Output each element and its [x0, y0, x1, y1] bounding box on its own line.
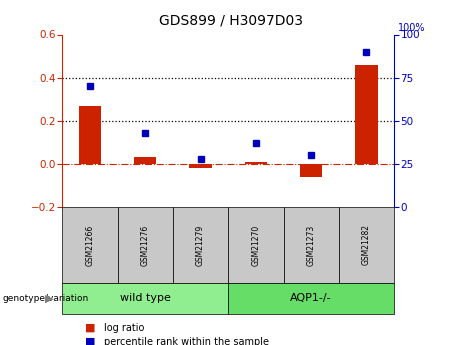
- Bar: [134, 157, 156, 164]
- Text: GSM21273: GSM21273: [307, 224, 316, 266]
- Bar: [245, 162, 267, 164]
- Text: ■: ■: [85, 337, 96, 345]
- Bar: [189, 164, 212, 168]
- Text: GSM21270: GSM21270: [251, 224, 260, 266]
- Bar: [300, 164, 322, 177]
- Text: GSM21276: GSM21276: [141, 224, 150, 266]
- Text: GDS899 / H3097D03: GDS899 / H3097D03: [159, 14, 302, 28]
- Text: wild type: wild type: [120, 294, 171, 303]
- Text: GSM21282: GSM21282: [362, 225, 371, 265]
- Text: genotype/variation: genotype/variation: [2, 294, 89, 303]
- Text: ▶: ▶: [45, 294, 53, 303]
- Text: GSM21266: GSM21266: [85, 224, 95, 266]
- Text: log ratio: log ratio: [104, 323, 144, 333]
- Bar: [79, 106, 101, 164]
- Text: AQP1-/-: AQP1-/-: [290, 294, 332, 303]
- Text: 100%: 100%: [398, 23, 426, 33]
- Text: percentile rank within the sample: percentile rank within the sample: [104, 337, 269, 345]
- Bar: [355, 65, 378, 164]
- Text: GSM21279: GSM21279: [196, 224, 205, 266]
- Text: ■: ■: [85, 323, 96, 333]
